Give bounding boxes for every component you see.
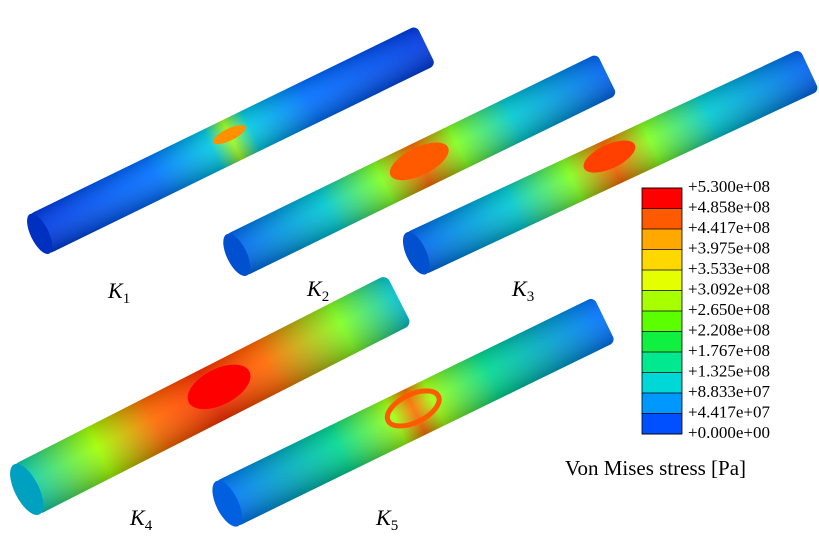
color-band — [642, 209, 682, 230]
panel-letter: K — [375, 505, 392, 530]
color-band — [642, 352, 682, 373]
panel-letter: K — [107, 278, 124, 303]
level-label: +4.417e+08 — [688, 218, 770, 237]
panel-label: K2 — [306, 276, 329, 305]
panel-letter: K — [511, 276, 528, 301]
color-band — [642, 332, 682, 353]
level-label: +3.092e+08 — [688, 279, 770, 298]
panel-letter: K — [306, 276, 323, 301]
level-label: +1.325e+08 — [688, 361, 770, 380]
level-label: +0.000e+00 — [688, 423, 770, 442]
color-band — [642, 188, 682, 209]
level-label: +3.975e+08 — [688, 238, 770, 257]
panel-letter: K — [129, 505, 146, 530]
color-band — [642, 250, 682, 271]
figure: K1K2K3K4K5 +5.300e+08+4.858e+08+4.417e+0… — [0, 0, 819, 548]
level-label: +4.858e+08 — [688, 197, 770, 216]
color-band — [642, 373, 682, 394]
tube — [206, 297, 615, 531]
panel-subscript: 5 — [391, 518, 399, 534]
panel-label: K5 — [375, 505, 398, 534]
level-label: +1.767e+08 — [688, 341, 770, 360]
panel-subscript: 2 — [322, 289, 330, 305]
tube — [3, 275, 412, 520]
tube — [22, 26, 436, 258]
color-band — [642, 229, 682, 250]
panel-label: K1 — [107, 278, 130, 307]
level-label: +2.650e+08 — [688, 300, 770, 319]
panel-subscript: 4 — [145, 518, 153, 534]
level-label: +3.533e+08 — [688, 259, 770, 278]
level-label: +4.417e+07 — [688, 402, 770, 421]
level-label: +2.208e+08 — [688, 320, 770, 339]
legend-title: Von Mises stress [Pa] — [565, 456, 746, 480]
color-band — [642, 291, 682, 312]
color-band — [642, 414, 682, 435]
level-label: +8.833e+07 — [688, 382, 770, 401]
panel-subscript: 1 — [123, 291, 131, 307]
color-band — [642, 393, 682, 414]
panel-subscript: 3 — [527, 289, 535, 305]
panel-label: K4 — [129, 505, 153, 534]
color-band — [642, 311, 682, 332]
color-band — [642, 270, 682, 291]
panel-label: K3 — [511, 276, 534, 305]
level-label: +5.300e+08 — [688, 177, 770, 196]
